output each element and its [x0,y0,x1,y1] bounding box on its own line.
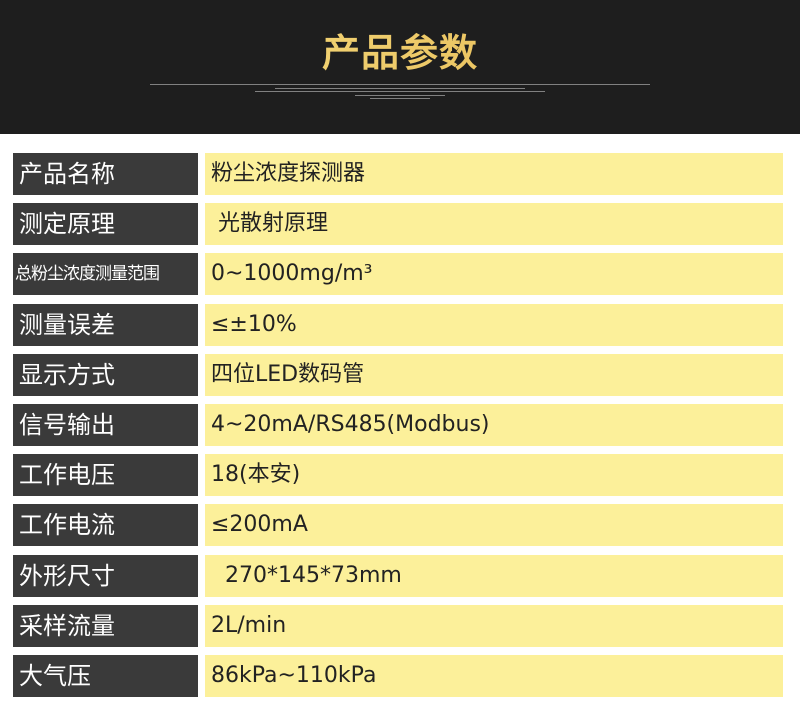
spec-row: 外形尺寸 270*145*73mm [13,554,783,597]
spec-value: ≤200mA [205,504,783,547]
spec-row: 测定原理 光散射原理 [13,203,783,246]
spec-label: 信号输出 [13,404,198,446]
spec-row: 采样流量 2L/min [13,604,783,647]
spec-value: 粉尘浓度探测器 [205,153,783,195]
header-banner: 产品参数 [0,0,800,134]
spec-label: 采样流量 [13,604,198,647]
spec-label: 显示方式 [13,353,198,396]
page-title: 产品参数 [0,22,800,77]
spec-value: 86kPa~110kPa [205,655,783,697]
spec-value: 0~1000mg/m³ [205,253,783,296]
spec-value: 4~20mA/RS485(Modbus) [205,404,783,446]
decorative-fine-text [0,84,800,102]
spec-row: 工作电流 ≤200mA [13,504,783,547]
spec-label: 工作电流 [13,504,198,547]
spec-row: 产品名称 粉尘浓度探测器 [13,153,783,195]
spec-label: 大气压 [13,655,198,697]
spec-label: 测定原理 [13,203,198,246]
spec-label: 产品名称 [13,153,198,195]
spec-row: 信号输出 4~20mA/RS485(Modbus) [13,404,783,446]
spec-label: 工作电压 [13,454,198,497]
spec-value: 光散射原理 [205,203,783,246]
spec-value: 18(本安) [205,454,783,497]
spec-row: 测量误差 ≤±10% [13,303,783,346]
spec-label: 外形尺寸 [13,554,198,597]
spec-row: 显示方式 四位LED数码管 [13,353,783,396]
spec-row: 工作电压 18(本安) [13,454,783,497]
spec-value: 2L/min [205,604,783,647]
spec-row: 大气压 86kPa~110kPa [13,655,783,697]
spec-value: 四位LED数码管 [205,353,783,396]
spec-label: 测量误差 [13,303,198,346]
spec-value: ≤±10% [205,303,783,346]
spec-row: 总粉尘浓度测量范围 0~1000mg/m³ [13,253,783,296]
spec-label: 总粉尘浓度测量范围 [13,253,198,296]
spec-value: 270*145*73mm [205,554,783,597]
